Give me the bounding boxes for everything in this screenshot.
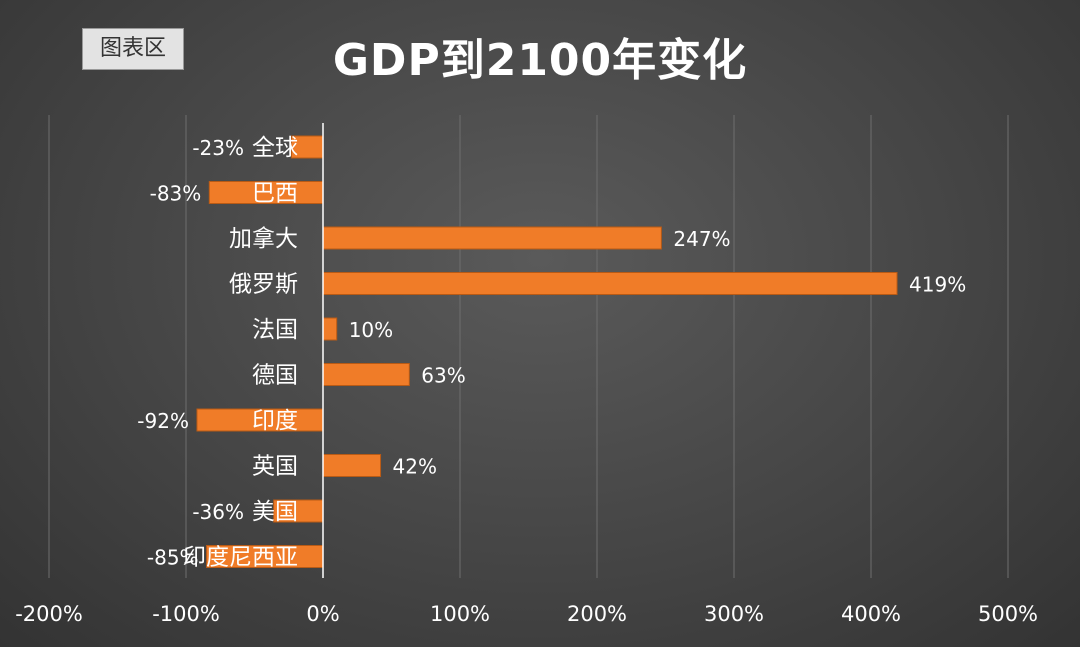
category-label: 印度 xyxy=(252,408,298,434)
bar xyxy=(322,317,338,341)
category-label: 俄罗斯 xyxy=(229,272,298,298)
category-label: 全球 xyxy=(252,135,298,161)
data-label: -92% xyxy=(137,409,189,433)
bar xyxy=(322,363,410,386)
x-tick-label: 400% xyxy=(841,602,901,626)
bar xyxy=(322,454,382,477)
data-label: -83% xyxy=(150,182,202,206)
chart-area-label: 图表区 xyxy=(82,28,184,70)
data-label: 247% xyxy=(673,227,730,251)
category-label: 德国 xyxy=(252,363,298,389)
data-label: -23% xyxy=(192,136,244,160)
x-tick-label: -100% xyxy=(152,602,220,626)
bar xyxy=(322,226,662,250)
chart-title: GDP到2100年变化 xyxy=(332,35,748,86)
data-label: 10% xyxy=(349,318,393,342)
data-label: -36% xyxy=(192,500,244,524)
category-label: 法国 xyxy=(252,317,298,343)
category-label: 巴西 xyxy=(252,181,298,207)
data-label: 63% xyxy=(421,364,465,388)
x-tick-label: 300% xyxy=(704,602,764,626)
data-label: -85% xyxy=(147,546,199,570)
category-label: 英国 xyxy=(252,454,298,480)
data-label: 42% xyxy=(393,455,437,479)
category-label: 印度尼西亚 xyxy=(183,545,298,571)
x-tick-label: 200% xyxy=(567,602,627,626)
category-label: 加拿大 xyxy=(229,225,298,252)
x-tick-label: 100% xyxy=(430,602,490,626)
bar xyxy=(322,272,898,295)
x-tick-label: 500% xyxy=(978,602,1038,626)
data-label: 419% xyxy=(909,273,966,297)
category-label: 美国 xyxy=(252,499,298,525)
x-tick-label: 0% xyxy=(306,602,339,626)
x-tick-label: -200% xyxy=(15,602,83,626)
